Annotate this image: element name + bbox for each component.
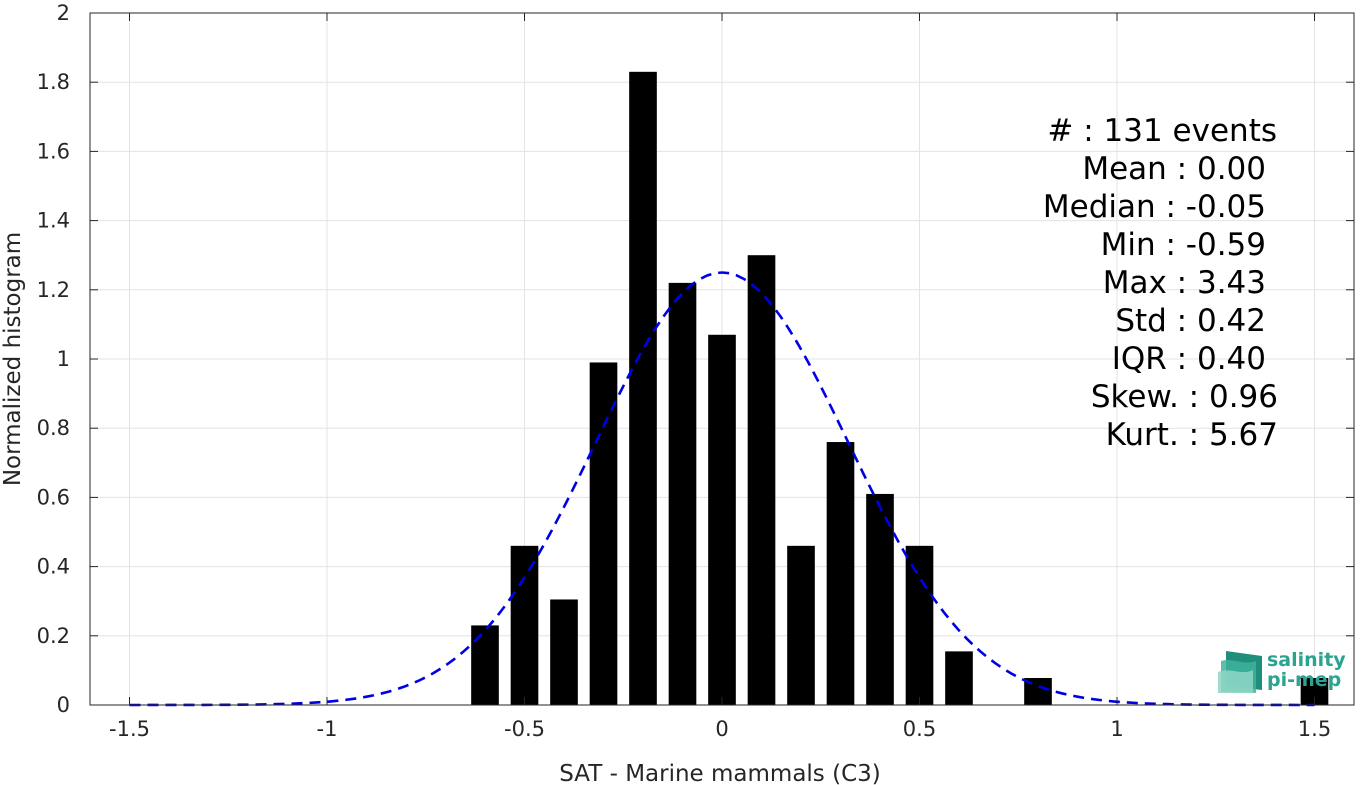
logo-text-line2: pi-mep — [1267, 669, 1341, 691]
stat-line-6: IQR : 0.40 — [1112, 341, 1266, 377]
y-tick-label-1: 0.2 — [37, 624, 70, 648]
stat-line-8: Kurt. : 5.67 — [1106, 417, 1278, 453]
histogram-bar-7 — [747, 255, 776, 705]
y-tick-label-6: 1.2 — [37, 278, 70, 302]
y-tick-label-0: 0 — [57, 693, 70, 717]
histogram-bar-11 — [905, 545, 934, 705]
histogram-bar-10 — [866, 493, 894, 705]
x-tick-label-0: -1.5 — [109, 717, 150, 741]
stat-line-7: Skew. : 0.96 — [1091, 379, 1278, 415]
y-axis-ticks: 0 0.2 0.4 0.6 0.8 1 1.2 1.4 1.6 1.8 2 — [37, 1, 1354, 717]
y-tick-label-5: 1 — [57, 347, 70, 371]
salinity-pi-mep-logo: salinity pi-mep — [1218, 649, 1346, 693]
histogram-bar-4 — [629, 71, 657, 705]
histogram-bar-5 — [668, 282, 697, 705]
stat-line-3: Min : -0.59 — [1101, 227, 1266, 263]
histogram-bar-3 — [589, 362, 618, 705]
y-tick-label-9: 1.8 — [37, 70, 70, 94]
x-tick-label-5: 1 — [1110, 717, 1123, 741]
y-axis-label: Normalized histogram — [0, 232, 26, 486]
stat-line-5: Std : 0.42 — [1115, 303, 1266, 339]
x-tick-label-3: 0 — [715, 717, 728, 741]
y-tick-label-3: 0.6 — [37, 485, 70, 509]
x-tick-label-4: 0.5 — [903, 717, 936, 741]
y-tick-label-10: 2 — [57, 1, 70, 25]
stat-line-2: Median : -0.05 — [1043, 189, 1266, 225]
histogram-bar-2 — [550, 599, 578, 705]
histogram-bar-0 — [471, 625, 499, 705]
histogram-bar-1 — [510, 545, 539, 705]
bars — [471, 71, 1329, 705]
x-tick-label-6: 1.5 — [1298, 717, 1331, 741]
y-tick-label-8: 1.6 — [37, 139, 70, 163]
stat-line-4: Max : 3.43 — [1103, 265, 1266, 301]
stat-line-0: # : 131 events — [1047, 113, 1277, 149]
wave-logo-icon — [1218, 651, 1262, 693]
x-tick-label-2: -0.5 — [504, 717, 545, 741]
logo-text-line1: salinity — [1267, 649, 1346, 671]
x-axis-label: SAT - Marine mammals (C3) — [559, 761, 881, 785]
x-axis-ticks: -1.5 -1 -0.5 0 0.5 1 1.5 — [109, 13, 1331, 741]
histogram-bar-9 — [826, 442, 855, 705]
y-tick-label-2: 0.4 — [37, 555, 70, 579]
histogram-bar-8 — [787, 545, 815, 705]
y-tick-label-4: 0.8 — [37, 416, 70, 440]
x-tick-label-1: -1 — [317, 717, 338, 741]
y-tick-label-7: 1.4 — [37, 209, 70, 233]
histogram-bar-12 — [945, 651, 973, 705]
stat-line-1: Mean : 0.00 — [1082, 151, 1266, 187]
histogram-bar-6 — [708, 334, 736, 705]
